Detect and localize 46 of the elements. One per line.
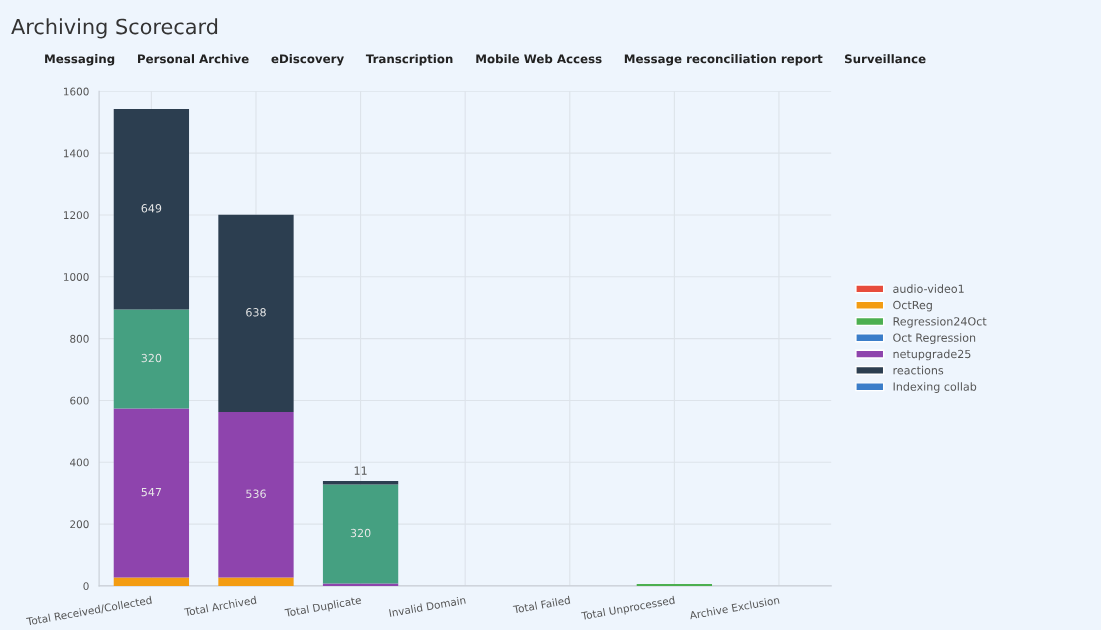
bar bbox=[322, 583, 399, 586]
y-tick-label: 0 bbox=[83, 582, 89, 591]
y-tick-label: 1000 bbox=[64, 273, 89, 281]
legend-label: Regression24Oct bbox=[893, 316, 987, 328]
data-label: 638 bbox=[246, 308, 266, 317]
bar bbox=[113, 408, 190, 578]
text: eDiscovery bbox=[271, 54, 344, 66]
bar bbox=[322, 481, 399, 485]
y-tick-label: 600 bbox=[70, 396, 89, 405]
text: Personal Archive bbox=[138, 54, 249, 64]
text: Surveillance bbox=[845, 54, 926, 64]
data-label: 11 bbox=[354, 466, 367, 475]
text: Mobile Web Access bbox=[476, 54, 602, 64]
legend-label: OctReg bbox=[893, 300, 932, 312]
data-label: 547 bbox=[141, 487, 162, 497]
legend-label: audio-video1 bbox=[893, 284, 964, 293]
bar bbox=[113, 108, 190, 310]
legend-label: Indexing collab bbox=[893, 382, 977, 393]
x-tick-label: Invalid Domain bbox=[389, 595, 466, 617]
data-label: 649 bbox=[141, 204, 162, 213]
legend-label: netupgrade25 bbox=[893, 349, 971, 361]
x-tick-label: Total Archived bbox=[183, 595, 257, 617]
legend-label: Oct Regression bbox=[893, 333, 976, 344]
y-tick-label: 1400 bbox=[64, 149, 89, 158]
x-tick-label: Total Duplicate bbox=[284, 595, 362, 619]
y-tick-label: 400 bbox=[69, 458, 89, 467]
legend-label: reactions bbox=[893, 365, 944, 375]
bar bbox=[218, 577, 294, 586]
data-label: 320 bbox=[141, 353, 162, 363]
text: Transcription bbox=[365, 54, 453, 66]
text: Messaging bbox=[45, 54, 115, 66]
data-label: 320 bbox=[350, 528, 371, 538]
bar bbox=[218, 411, 294, 578]
y-tick-label: 1200 bbox=[64, 211, 89, 220]
chart-title: Archiving Scorecard bbox=[11, 18, 218, 39]
x-tick-label: Total Failed bbox=[512, 595, 571, 614]
y-tick-label: 800 bbox=[70, 334, 89, 343]
bar bbox=[113, 309, 190, 409]
bar bbox=[322, 484, 399, 584]
bar bbox=[113, 577, 190, 586]
bar bbox=[218, 214, 294, 412]
text: Message reconciliation report bbox=[624, 54, 823, 66]
y-tick-label: 200 bbox=[70, 520, 89, 529]
x-tick-label: Archive Exclusion bbox=[689, 595, 780, 620]
y-tick-label: 1600 bbox=[64, 87, 89, 96]
data-label: 536 bbox=[246, 489, 266, 498]
